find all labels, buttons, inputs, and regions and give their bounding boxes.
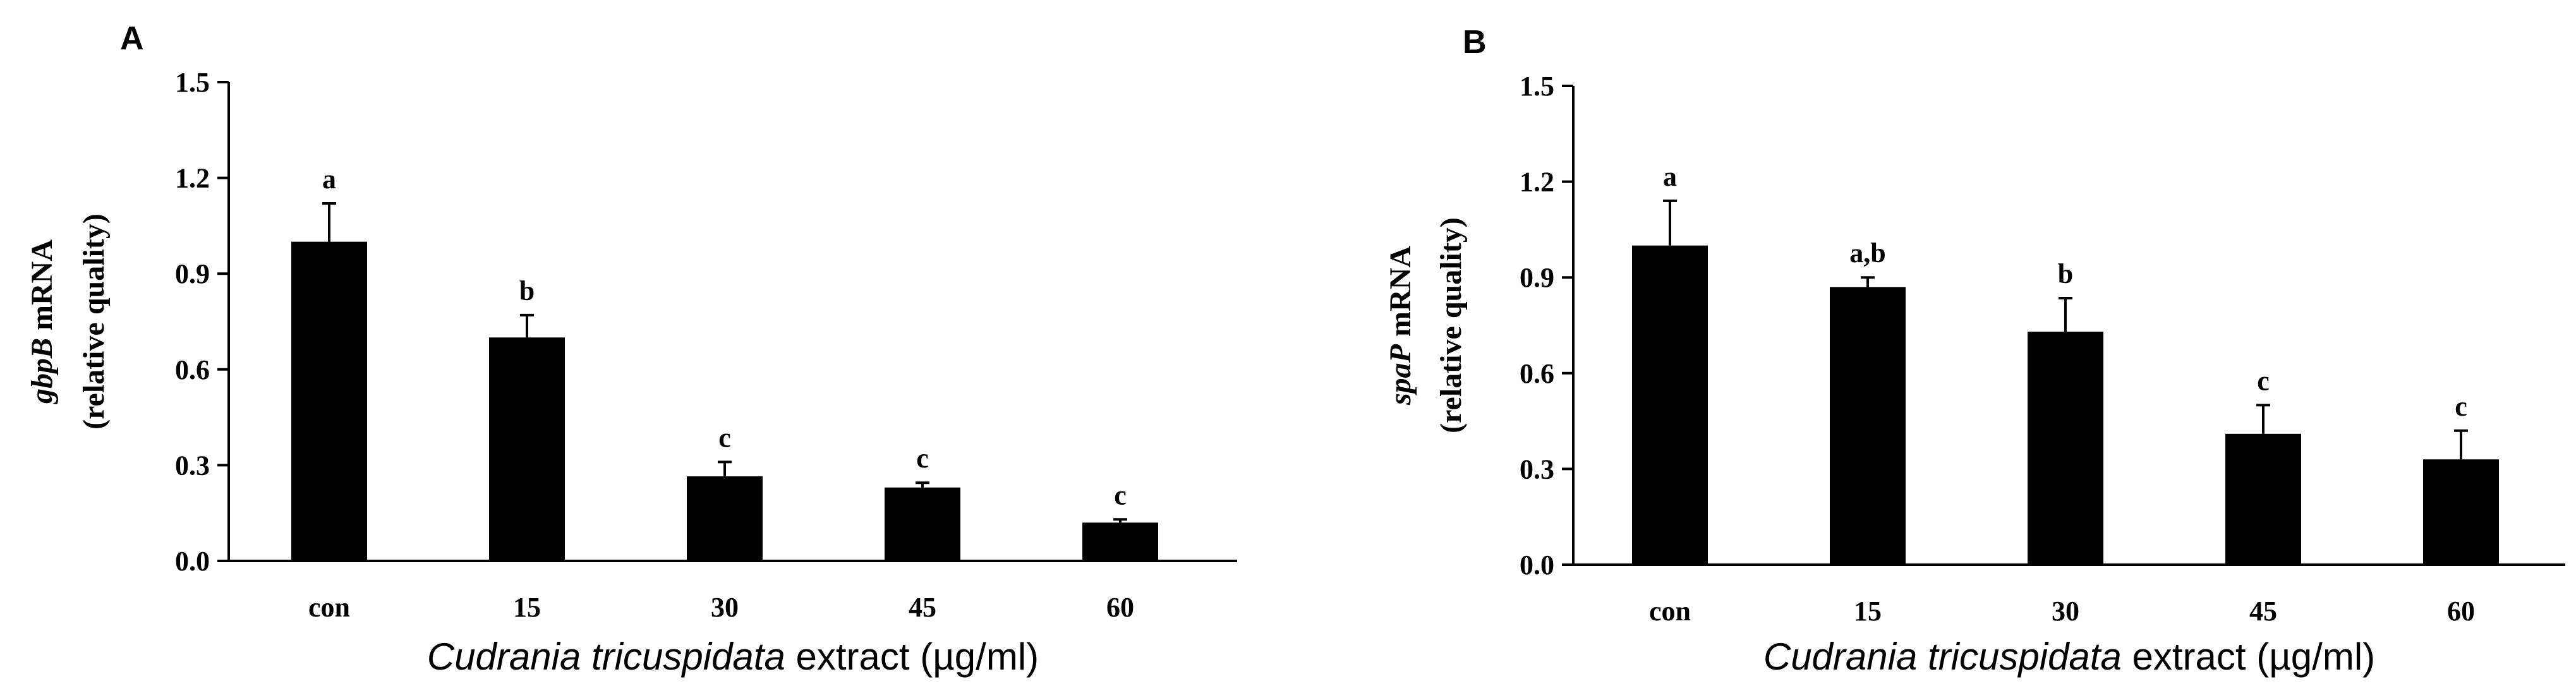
bar xyxy=(2225,433,2301,565)
significance-letter: a,b xyxy=(1849,238,1885,268)
x-axis-species-name: Cudrania tricuspidata xyxy=(1763,635,2122,678)
bar xyxy=(2028,332,2103,565)
x-tick-label: 45 xyxy=(2249,596,2277,627)
x-axis-label-suffix: extract (µg/ml) xyxy=(2122,635,2375,678)
y-tick-label: 0.9 xyxy=(175,258,210,289)
bar xyxy=(1632,245,1708,565)
y-axis-label: gbpB mRNA xyxy=(25,239,59,404)
bar xyxy=(1830,287,1906,565)
significance-letter: c xyxy=(1114,479,1127,510)
panel-label: B xyxy=(1463,24,1487,61)
x-tick-label: 15 xyxy=(513,592,541,623)
x-tick-label: 30 xyxy=(2052,596,2079,627)
y-tick-label: 0.0 xyxy=(175,546,210,577)
y-axis-gene-name: spaP xyxy=(1384,344,1417,406)
x-tick-label: 60 xyxy=(1106,592,1134,623)
x-tick-label: con xyxy=(308,592,350,623)
bar xyxy=(885,487,960,561)
y-tick-label: 1.2 xyxy=(1520,167,1554,198)
significance-letter: c xyxy=(2455,391,2467,422)
significance-letter: a xyxy=(1663,161,1677,192)
chart-panel-b: B 0.0 0.3 0.6 0.9 1.2 1.5 a con a,b 15 b 30 c 45 c 60 spa… xyxy=(1384,24,2565,678)
bar xyxy=(687,476,763,561)
y-tick-label: 0.6 xyxy=(175,354,210,385)
bar xyxy=(2423,459,2499,565)
y-tick-label: 1.5 xyxy=(1520,71,1554,102)
x-tick-label: 30 xyxy=(711,592,739,623)
bar xyxy=(291,241,367,561)
y-axis-label-line2: (relative quality) xyxy=(77,214,111,430)
bar xyxy=(489,337,565,561)
x-axis-label-suffix: extract (µg/ml) xyxy=(785,635,1039,678)
y-tick-label: 1.5 xyxy=(175,67,210,98)
significance-letter: c xyxy=(916,443,929,474)
y-tick-label: 0.3 xyxy=(1520,454,1554,484)
chart-panel-a: A 0.0 0.3 0.6 0.9 1.2 1.5 a con b 15 c 30 c 45 c 60 gbpB … xyxy=(25,20,1237,678)
x-axis-species-name: Cudrania tricuspidata xyxy=(427,635,785,678)
x-axis-label: Cudrania tricuspidata extract (µg/ml) xyxy=(1763,635,2375,678)
y-tick-label: 0.6 xyxy=(1520,358,1554,389)
y-tick-label: 0.0 xyxy=(1520,550,1554,581)
bar xyxy=(1082,522,1158,561)
y-axis-label-line2: (relative quality) xyxy=(1434,217,1468,433)
x-tick-label: con xyxy=(1649,596,1691,627)
significance-letter: c xyxy=(2257,365,2270,396)
y-axis-label-suffix: mRNA xyxy=(1384,246,1417,344)
y-axis-gene-name: gbpB xyxy=(25,338,59,404)
panel-label: A xyxy=(120,20,144,57)
y-axis-label: spaP mRNA xyxy=(1384,246,1417,406)
y-tick-label: 0.3 xyxy=(175,450,210,481)
significance-letter: c xyxy=(718,422,731,453)
x-tick-label: 15 xyxy=(1854,596,1882,627)
y-tick-label: 1.2 xyxy=(175,163,210,194)
significance-letter: b xyxy=(2058,258,2073,289)
significance-letter: a xyxy=(322,164,336,195)
x-tick-label: 45 xyxy=(909,592,936,623)
y-tick-label: 0.9 xyxy=(1520,262,1554,293)
y-axis-label-suffix: mRNA xyxy=(25,239,59,338)
x-axis-label: Cudrania tricuspidata extract (µg/ml) xyxy=(427,635,1039,678)
significance-letter: b xyxy=(519,275,535,306)
x-tick-label: 60 xyxy=(2447,596,2475,627)
